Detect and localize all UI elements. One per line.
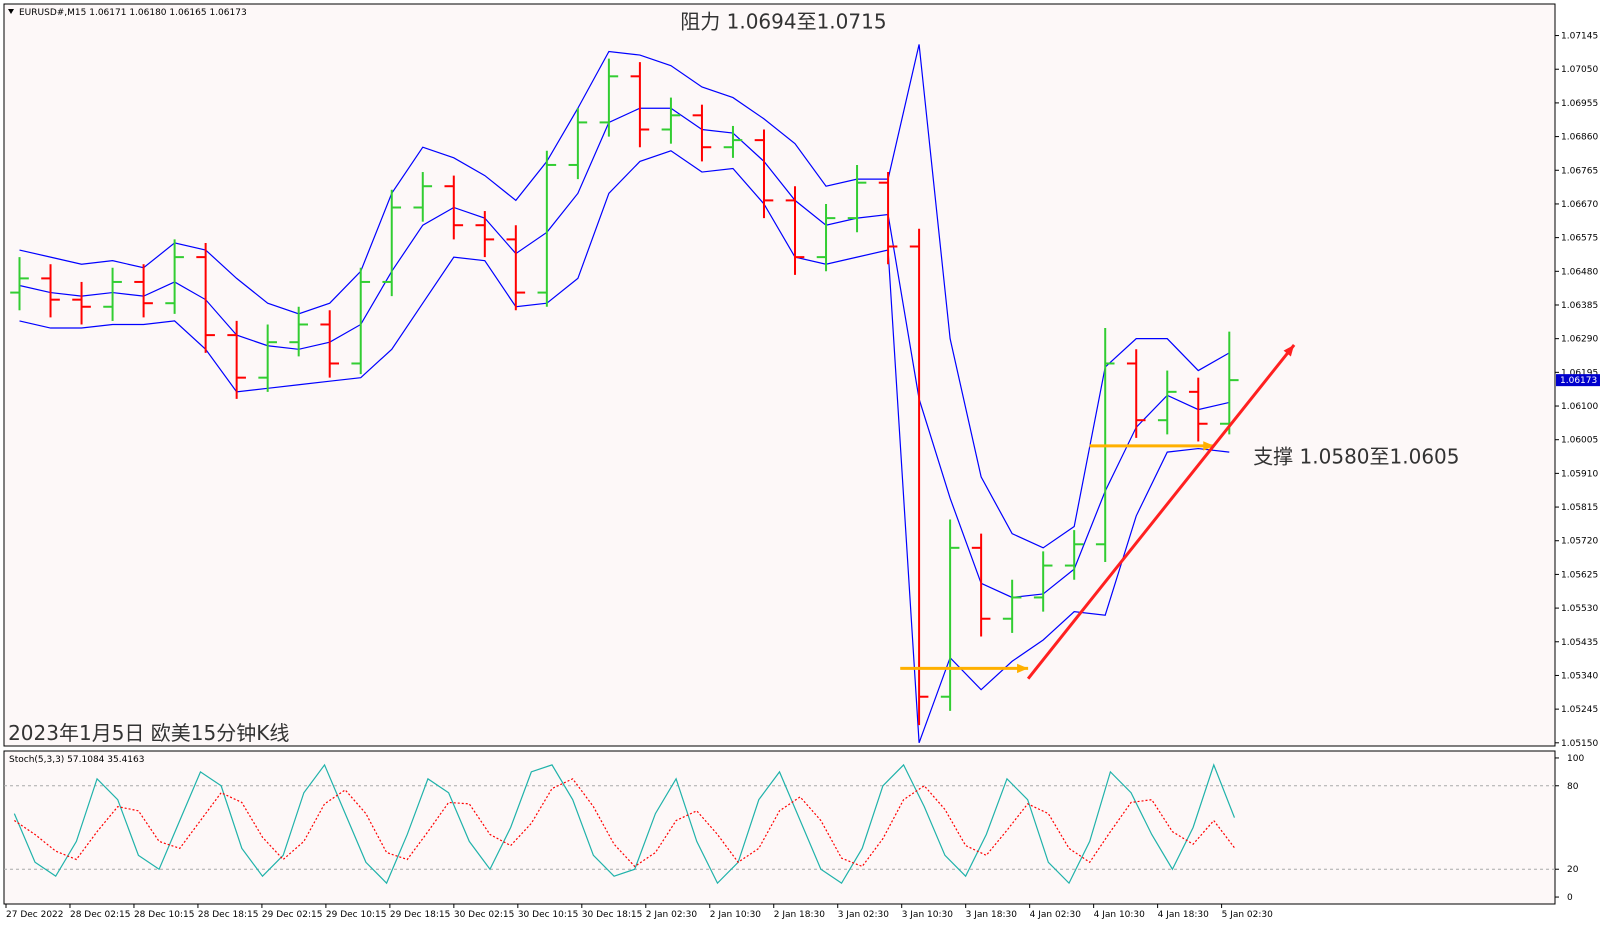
x-tick-label: 3 Jan 10:30 <box>902 910 954 920</box>
y-tick-label: 1.06480 <box>1561 267 1598 277</box>
y-tick-label: 1.05150 <box>1561 739 1598 749</box>
annotation: 2023年1月5日 欧美15分钟K线 <box>8 721 289 745</box>
x-tick-label: 2 Jan 10:30 <box>710 910 762 920</box>
x-tick-label: 29 Dec 10:15 <box>326 910 387 920</box>
annotation: 支撑 1.0580至1.0605 <box>1253 444 1459 468</box>
support-arrow-head <box>1017 663 1029 674</box>
bollinger-middle <box>19 107 1230 599</box>
y-tick-label: 1.07050 <box>1561 65 1598 75</box>
trend-arrow <box>1026 343 1296 680</box>
stoch-line <box>14 778 1235 868</box>
x-tick-label: 2 Jan 02:30 <box>646 910 698 920</box>
x-tick-label: 4 Jan 18:30 <box>1158 910 1210 920</box>
x-tick-label: 4 Jan 02:30 <box>1030 910 1082 920</box>
stoch-line <box>13 763 1236 885</box>
x-tick-label: 28 Dec 18:15 <box>198 910 259 920</box>
y-tick-label: 100 <box>1567 754 1584 764</box>
price-tag <box>1556 374 1600 387</box>
x-tick-label: 30 Dec 18:15 <box>582 910 643 920</box>
y-tick-label: 1.05625 <box>1561 570 1598 580</box>
y-tick-label: 0 <box>1567 893 1573 903</box>
y-tick-label: 1.06955 <box>1561 99 1598 109</box>
y-tick-label: 80 <box>1567 782 1579 792</box>
x-tick-label: 3 Jan 18:30 <box>966 910 1018 920</box>
trend-arrow-head <box>1283 344 1295 357</box>
y-tick-label: 1.06860 <box>1561 133 1598 143</box>
x-tick-label: 5 Jan 02:30 <box>1222 910 1274 920</box>
y-tick-label: 1.05530 <box>1561 604 1598 614</box>
bollinger-upper <box>19 44 1230 549</box>
bollinger-lower <box>19 150 1230 744</box>
x-tick-label: 4 Jan 10:30 <box>1094 910 1146 920</box>
y-tick-label: 1.06385 <box>1561 301 1598 311</box>
support-arrow-head <box>1203 441 1215 451</box>
y-tick-label: 1.05815 <box>1561 503 1598 513</box>
y-tick-label: 1.05435 <box>1561 638 1598 648</box>
x-tick-label: 29 Dec 18:15 <box>390 910 451 920</box>
menu-triangle <box>8 9 14 14</box>
y-tick-label: 1.06290 <box>1561 335 1598 345</box>
y-tick-label: 1.06005 <box>1561 436 1598 446</box>
y-tick-label: 1.06575 <box>1561 234 1598 244</box>
price-plot <box>10 44 1239 744</box>
x-tick-label: 29 Dec 02:15 <box>262 910 323 920</box>
y-tick-label: 1.06100 <box>1561 402 1598 412</box>
y-tick-label: 1.05245 <box>1561 705 1598 715</box>
y-tick-label: 1.06195 <box>1561 368 1598 378</box>
y-tick-label: 20 <box>1567 865 1579 875</box>
stoch-title: Stoch(5,3,3) 57.1084 35.4163 <box>9 755 144 765</box>
x-tick-label: 28 Dec 10:15 <box>134 910 195 920</box>
price-tag-label: 1.06173 <box>1560 376 1597 386</box>
y-tick-label: 1.06765 <box>1561 166 1598 176</box>
x-tick-label: 30 Dec 10:15 <box>518 910 579 920</box>
y-tick-label: 1.06670 <box>1561 200 1598 210</box>
y-tick-label: 1.07145 <box>1561 32 1598 42</box>
x-tick-label: 28 Dec 02:15 <box>70 910 131 920</box>
y-tick-label: 1.05340 <box>1561 671 1598 681</box>
chart-title: EURUSD#,M15 1.06171 1.06180 1.06165 1.06… <box>19 8 247 18</box>
x-tick-label: 2 Jan 18:30 <box>774 910 826 920</box>
x-tick-label: 27 Dec 2022 <box>6 910 64 920</box>
y-tick-label: 1.05910 <box>1561 469 1598 479</box>
stoch-plot <box>4 763 1555 885</box>
y-tick-label: 1.05720 <box>1561 537 1598 547</box>
price-panel <box>3 3 1556 747</box>
x-tick-label: 3 Jan 02:30 <box>838 910 890 920</box>
stoch-panel <box>3 750 1556 905</box>
x-tick-label: 30 Dec 02:15 <box>454 910 515 920</box>
annotation: 阻力 1.0694至1.0715 <box>680 9 886 33</box>
